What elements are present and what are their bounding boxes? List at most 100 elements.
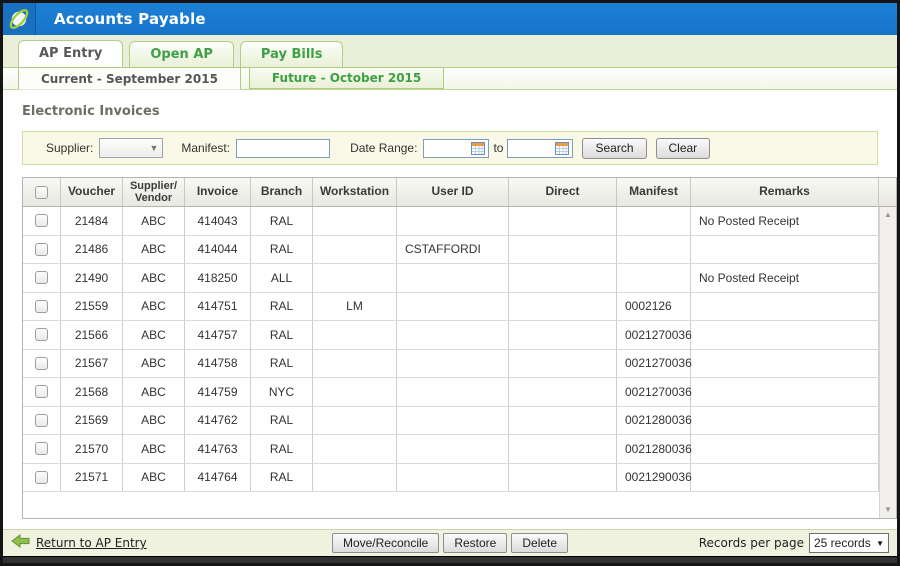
voucher-cell: 21566	[61, 321, 123, 349]
branch-cell: RAL	[251, 292, 313, 320]
user-id-cell	[397, 292, 509, 320]
branch-cell: RAL	[251, 435, 313, 463]
supplier-select[interactable]: ▼	[99, 138, 164, 158]
row-checkbox[interactable]	[35, 413, 48, 427]
date-from-field	[423, 138, 490, 158]
voucher-cell: 21567	[61, 349, 123, 377]
manifest-cell: 0002126	[617, 292, 691, 320]
clear-button[interactable]: Clear	[655, 137, 711, 159]
manifest-cell: 0021280036	[617, 435, 692, 463]
manifest-input[interactable]	[236, 138, 331, 158]
voucher-cell: 21490	[61, 264, 123, 292]
tab-open-ap[interactable]: Open AP	[129, 41, 234, 67]
voucher-cell: 21568	[61, 378, 123, 406]
tab-pay-bills[interactable]: Pay Bills	[239, 41, 344, 67]
table-row: 21490 ABC 418250 ALL No Posted Receipt	[23, 264, 896, 293]
table-row: 21559 ABC 414751 RAL LM 0002126	[23, 292, 896, 321]
voucher-cell: 21570	[61, 435, 123, 463]
supplier-vendor-cell: ABC	[123, 349, 185, 377]
manifest-cell	[617, 235, 691, 263]
direct-cell	[509, 321, 617, 349]
supplier-vendor-cell: ABC	[123, 207, 185, 235]
column-header-invoice: Invoice	[185, 178, 251, 207]
row-checkbox[interactable]	[35, 299, 48, 313]
user-id-cell	[397, 349, 509, 377]
branch-cell: RAL	[251, 207, 313, 235]
row-select-cell	[23, 321, 61, 349]
return-to-ap-entry-link[interactable]: Return to AP Entry	[36, 536, 147, 550]
voucher-cell: 21569	[61, 406, 123, 434]
row-checkbox[interactable]	[35, 214, 48, 228]
scroll-down-icon[interactable]: ▼	[884, 505, 892, 514]
row-select-cell	[23, 349, 61, 377]
direct-cell	[509, 207, 617, 235]
column-header-voucher: Voucher	[61, 178, 123, 207]
supplier-vendor-cell: ABC	[123, 235, 185, 263]
date-range-label: Date Range:	[350, 141, 418, 155]
voucher-cell: 21484	[61, 207, 123, 235]
voucher-cell: 21571	[61, 463, 123, 491]
column-header-workstation: Workstation	[313, 178, 397, 207]
direct-cell	[509, 349, 617, 377]
date-from-input[interactable]	[424, 140, 471, 156]
delete-button[interactable]: Delete	[511, 533, 569, 553]
scroll-up-icon[interactable]: ▲	[884, 210, 892, 219]
supplier-vendor-cell: ABC	[123, 264, 185, 292]
workstation-cell: LM	[313, 292, 397, 320]
remarks-cell	[691, 321, 879, 349]
direct-cell	[509, 435, 617, 463]
manifest-cell: 0021270036	[617, 349, 692, 377]
column-header-user-id: User ID	[397, 178, 509, 207]
row-checkbox[interactable]	[35, 356, 48, 370]
row-checkbox[interactable]	[35, 442, 48, 456]
row-select-cell	[23, 463, 61, 491]
chevron-down-icon: ▼	[876, 538, 884, 548]
search-button[interactable]: Search	[582, 137, 647, 159]
branch-cell: RAL	[251, 463, 313, 491]
select-all-header-cell	[23, 178, 61, 207]
table-row: 21566 ABC 414757 RAL 0021270036	[23, 321, 896, 350]
invoice-cell: 414763	[185, 435, 251, 463]
remarks-cell	[691, 463, 879, 491]
subtab-future-october-2015[interactable]: Future - October 2015	[248, 68, 445, 89]
records-per-page-label: Records per page	[698, 536, 804, 550]
table-scrollbar[interactable]: ▲ ▼	[879, 207, 896, 518]
row-select-cell	[23, 264, 61, 292]
invoice-cell: 414043	[185, 207, 251, 235]
row-checkbox[interactable]	[35, 328, 48, 342]
branch-cell: RAL	[251, 406, 313, 434]
restore-button[interactable]: Restore	[443, 533, 508, 553]
supplier-vendor-cell: ABC	[123, 406, 185, 434]
return-arrow-icon	[11, 533, 30, 553]
workstation-cell	[313, 463, 397, 491]
manifest-cell: 0021270036	[617, 321, 692, 349]
row-checkbox[interactable]	[35, 271, 48, 285]
row-checkbox[interactable]	[35, 242, 48, 256]
move-reconcile-button[interactable]: Move/Reconcile	[331, 533, 440, 553]
user-id-cell	[397, 264, 509, 292]
app-title: Accounts Payable	[54, 10, 206, 28]
row-checkbox[interactable]	[35, 385, 48, 399]
table-row: 21486 ABC 414044 RAL CSTAFFORDI	[23, 235, 896, 264]
title-bar: Accounts Payable	[3, 3, 897, 35]
footer-bar: Return to AP Entry Move/Reconcile Restor…	[3, 529, 897, 556]
invoice-cell: 414758	[185, 349, 251, 377]
branch-cell: RAL	[251, 321, 313, 349]
row-checkbox[interactable]	[35, 470, 48, 484]
subtab-current-september-2015[interactable]: Current - September 2015	[18, 68, 241, 90]
row-select-cell	[23, 378, 61, 406]
workstation-cell	[313, 349, 397, 377]
tab-ap-entry[interactable]: AP Entry	[18, 40, 124, 67]
workstation-cell	[313, 378, 397, 406]
calendar-icon[interactable]	[554, 141, 570, 156]
supplier-vendor-cell: ABC	[123, 435, 185, 463]
supplier-vendor-cell: ABC	[123, 321, 185, 349]
select-all-checkbox[interactable]	[35, 185, 48, 199]
manifest-label: Manifest:	[181, 141, 231, 155]
records-per-page-select[interactable]: 25 records ▼	[809, 533, 889, 553]
user-id-cell	[397, 378, 509, 406]
direct-cell	[509, 378, 617, 406]
column-header-manifest: Manifest	[617, 178, 691, 207]
date-to-input[interactable]	[508, 140, 555, 156]
calendar-icon[interactable]	[470, 141, 486, 156]
